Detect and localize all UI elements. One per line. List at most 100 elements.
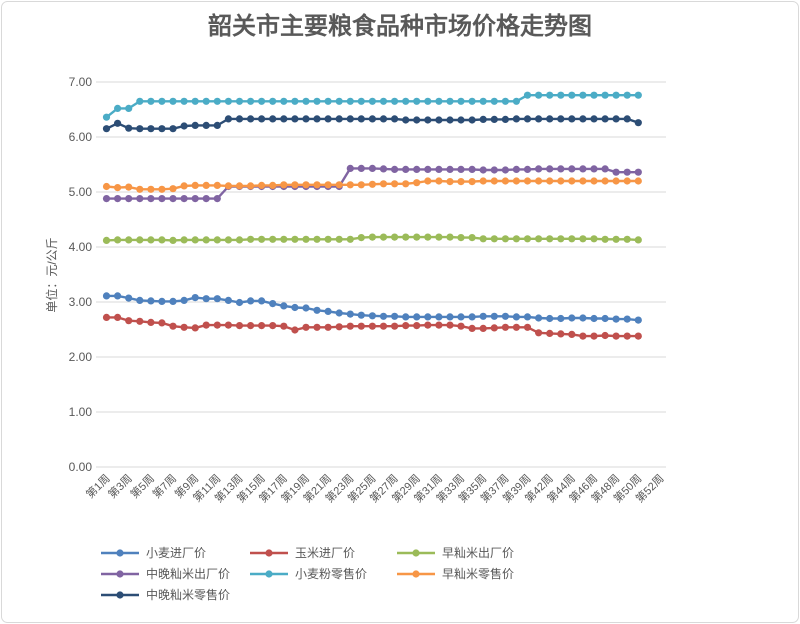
data-point: [202, 97, 210, 105]
data-point: [324, 97, 332, 105]
data-point: [147, 236, 155, 244]
legend-marker: [412, 549, 420, 557]
data-point: [235, 298, 244, 307]
legend-label: 早籼米零售价: [442, 566, 514, 581]
data-point: [413, 97, 421, 105]
data-point: [512, 323, 521, 331]
data-point: [612, 168, 620, 176]
data-point: [136, 195, 144, 203]
data-point: [280, 181, 288, 189]
data-point: [523, 235, 532, 243]
data-point: [590, 177, 598, 185]
y-tick-label: 4.00: [69, 240, 93, 254]
data-point: [324, 307, 332, 315]
data-point: [191, 97, 199, 105]
data-point: [501, 312, 509, 320]
data-point: [102, 236, 111, 244]
data-point: [147, 297, 155, 305]
data-point: [501, 166, 509, 174]
data-point: [634, 91, 642, 99]
data-point: [247, 182, 255, 190]
data-point: [180, 296, 188, 304]
data-point: [490, 177, 498, 185]
data-point: [346, 235, 354, 243]
data-point: [269, 115, 277, 123]
data-point: [136, 296, 144, 304]
data-point: [346, 322, 354, 330]
data-point: [413, 233, 421, 241]
data-point: [446, 165, 454, 173]
data-point: [634, 177, 642, 185]
data-point: [302, 181, 310, 189]
data-point: [136, 185, 144, 193]
data-point: [169, 322, 177, 330]
data-point: [590, 235, 598, 243]
legend-label: 玉米进厂价: [295, 546, 355, 560]
data-point: [501, 115, 509, 123]
data-point: [335, 181, 343, 189]
data-point: [435, 165, 443, 173]
data-point: [357, 322, 365, 330]
legend-marker: [116, 549, 124, 557]
data-point: [579, 165, 587, 173]
data-point: [512, 115, 521, 123]
data-point: [302, 97, 310, 105]
data-point: [479, 177, 487, 185]
data-point: [634, 332, 642, 340]
data-point: [213, 295, 221, 303]
series-3: [102, 233, 642, 244]
data-point: [612, 91, 620, 99]
data-point: [213, 321, 221, 329]
data-point: [601, 91, 609, 99]
data-point: [435, 313, 443, 321]
data-point: [136, 317, 144, 325]
data-point: [213, 181, 221, 189]
data-point: [180, 97, 188, 105]
data-point: [623, 315, 631, 323]
data-point: [280, 97, 288, 105]
data-point: [224, 321, 232, 329]
data-point: [391, 312, 399, 320]
data-point: [313, 323, 321, 331]
plot-area: [102, 91, 642, 340]
data-point: [258, 97, 266, 105]
data-point: [158, 297, 166, 305]
data-point: [501, 97, 509, 105]
y-tick-label: 1.00: [69, 405, 93, 419]
data-point: [457, 165, 465, 173]
data-point: [501, 235, 509, 243]
data-point: [479, 312, 487, 320]
y-tick-label: 5.00: [69, 185, 93, 199]
data-point: [324, 115, 332, 123]
data-point: [357, 181, 365, 189]
y-tick-label: 3.00: [69, 295, 93, 309]
legend-label: 小麦进厂价: [146, 546, 206, 560]
data-point: [324, 235, 332, 243]
data-point: [501, 177, 509, 185]
data-point: [435, 97, 443, 105]
data-point: [623, 332, 631, 340]
data-point: [114, 195, 122, 203]
data-point: [579, 177, 587, 185]
y-tick-label: 7.00: [69, 75, 93, 89]
data-point: [402, 322, 410, 330]
data-point: [235, 236, 244, 244]
data-point: [479, 115, 487, 123]
data-point: [557, 235, 565, 243]
data-point: [468, 165, 476, 173]
data-point: [579, 314, 587, 322]
data-point: [247, 115, 255, 123]
data-point: [368, 322, 376, 330]
data-point: [446, 313, 454, 321]
data-point: [546, 329, 554, 337]
data-point: [435, 177, 443, 185]
data-point: [368, 97, 376, 105]
y-tick-label: 6.00: [69, 130, 93, 144]
data-point: [269, 97, 277, 105]
data-point: [247, 322, 255, 330]
legend-marker: [265, 570, 273, 578]
data-point: [468, 313, 476, 321]
data-point: [169, 236, 177, 244]
data-point: [446, 97, 454, 105]
